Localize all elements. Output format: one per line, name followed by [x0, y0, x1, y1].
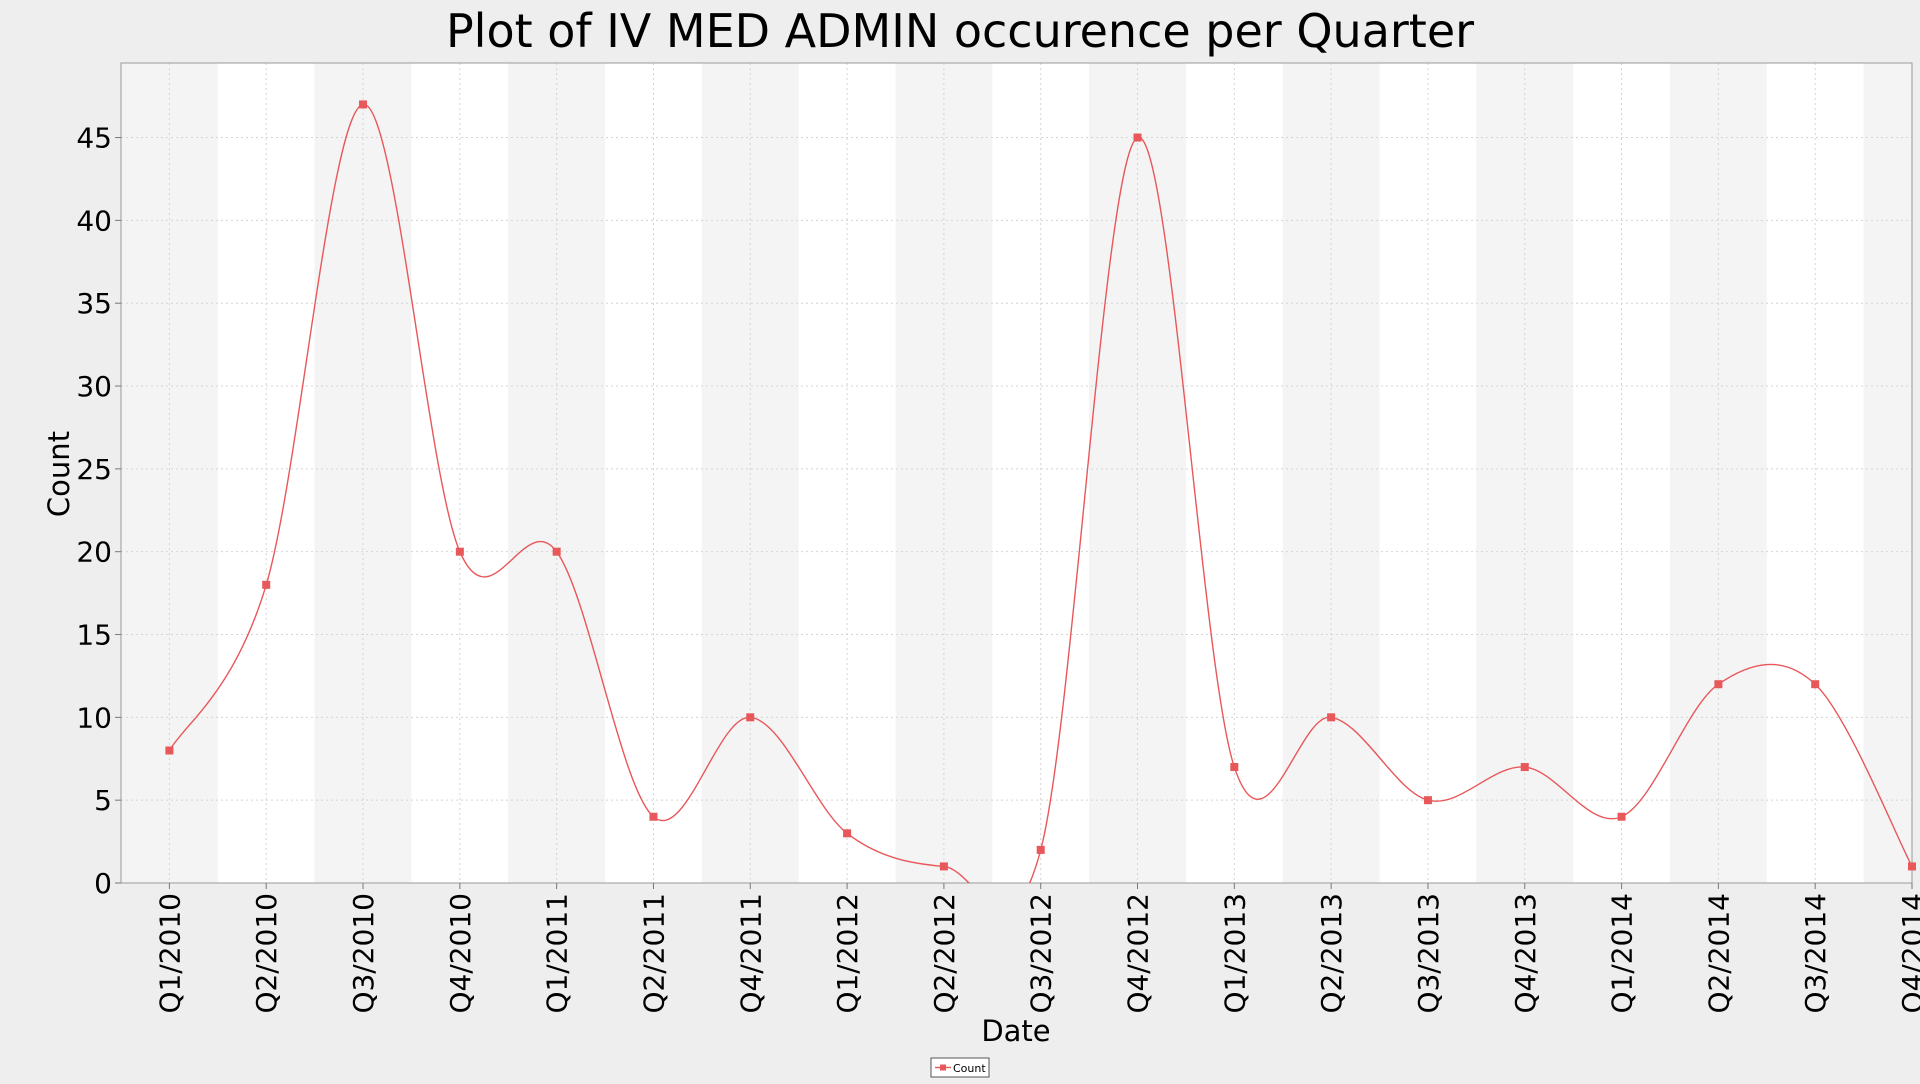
- y-tick-label: 15: [76, 619, 112, 652]
- x-tick-label: Q3/2012: [1025, 893, 1058, 1014]
- series-line-count: [168, 103, 1912, 883]
- y-tick-label: 45: [76, 122, 112, 155]
- data-point: [1133, 133, 1142, 142]
- x-axis-label: Date: [981, 1014, 1050, 1048]
- y-tick-label: 20: [76, 536, 112, 569]
- background-band: [1863, 63, 1912, 883]
- legend-box: [930, 1057, 990, 1078]
- data-point: [1714, 680, 1723, 689]
- data-point: [746, 713, 755, 722]
- x-tick-label: Q4/2010: [444, 893, 477, 1014]
- data-point: [1230, 763, 1239, 772]
- data-point: [359, 100, 368, 109]
- plot-background-bands: [121, 63, 1912, 883]
- data-point: [843, 829, 852, 838]
- x-tick-label: Q2/2013: [1315, 893, 1348, 1014]
- data-point: [1036, 845, 1045, 854]
- y-axis-label: Count: [42, 431, 76, 517]
- legend: Count: [930, 1057, 990, 1078]
- x-tick-label: Q4/2011: [734, 893, 767, 1014]
- x-tick-label: Q1/2013: [1218, 893, 1251, 1014]
- data-point: [939, 862, 948, 871]
- x-tick-label: Q1/2012: [831, 893, 864, 1014]
- x-tick-label: Q4/2012: [1122, 893, 1155, 1014]
- x-tick-label: Q3/2013: [1412, 893, 1445, 1014]
- x-tick-label: Q1/2011: [541, 893, 574, 1014]
- y-tick-label: 35: [76, 287, 112, 320]
- x-tick-label: Q2/2012: [928, 893, 961, 1014]
- x-tick-label: Q1/2010: [153, 893, 186, 1014]
- data-point: [649, 812, 658, 821]
- data-point: [455, 547, 464, 556]
- x-tick-label: Q3/2010: [347, 893, 380, 1014]
- data-point: [1811, 680, 1820, 689]
- data-point: [1520, 763, 1529, 772]
- chart-title: Plot of IV MED ADMIN occurence per Quart…: [446, 4, 1474, 58]
- data-point: [552, 547, 561, 556]
- x-axis-ticks: Q1/2010 Q2/2010 Q3/2010 Q4/2010 Q1/2011 Q2/20…: [153, 883, 1920, 1014]
- data-point: [1908, 862, 1916, 871]
- x-tick-label: Q3/2014: [1799, 893, 1832, 1014]
- data-point: [165, 746, 174, 755]
- legend-marker: [940, 1064, 946, 1071]
- data-point: [1327, 713, 1336, 722]
- x-tick-label: Q4/2014: [1896, 893, 1920, 1014]
- y-tick-label: 25: [76, 453, 112, 486]
- y-tick-label: 5: [94, 784, 112, 817]
- y-tick-label: 30: [76, 370, 112, 403]
- data-point: [1423, 796, 1432, 805]
- series-points: [165, 100, 1916, 871]
- data-point: [1617, 812, 1626, 821]
- data-point: [262, 580, 271, 589]
- gridlines: [121, 63, 1913, 883]
- y-tick-label: 40: [76, 204, 112, 237]
- legend-entry-count: Count: [953, 1062, 986, 1075]
- y-axis-ticks: 0 5 10 15 20 25 30 35 40 45: [76, 122, 121, 900]
- x-tick-label: Q2/2011: [637, 893, 670, 1014]
- x-tick-label: Q1/2014: [1606, 893, 1639, 1014]
- plot-border: [120, 62, 1913, 884]
- x-tick-label: Q2/2010: [250, 893, 283, 1014]
- x-tick-label: Q2/2014: [1702, 893, 1735, 1014]
- y-tick-label: 0: [94, 867, 112, 900]
- y-tick-label: 10: [76, 701, 112, 734]
- x-tick-label: Q4/2013: [1509, 893, 1542, 1014]
